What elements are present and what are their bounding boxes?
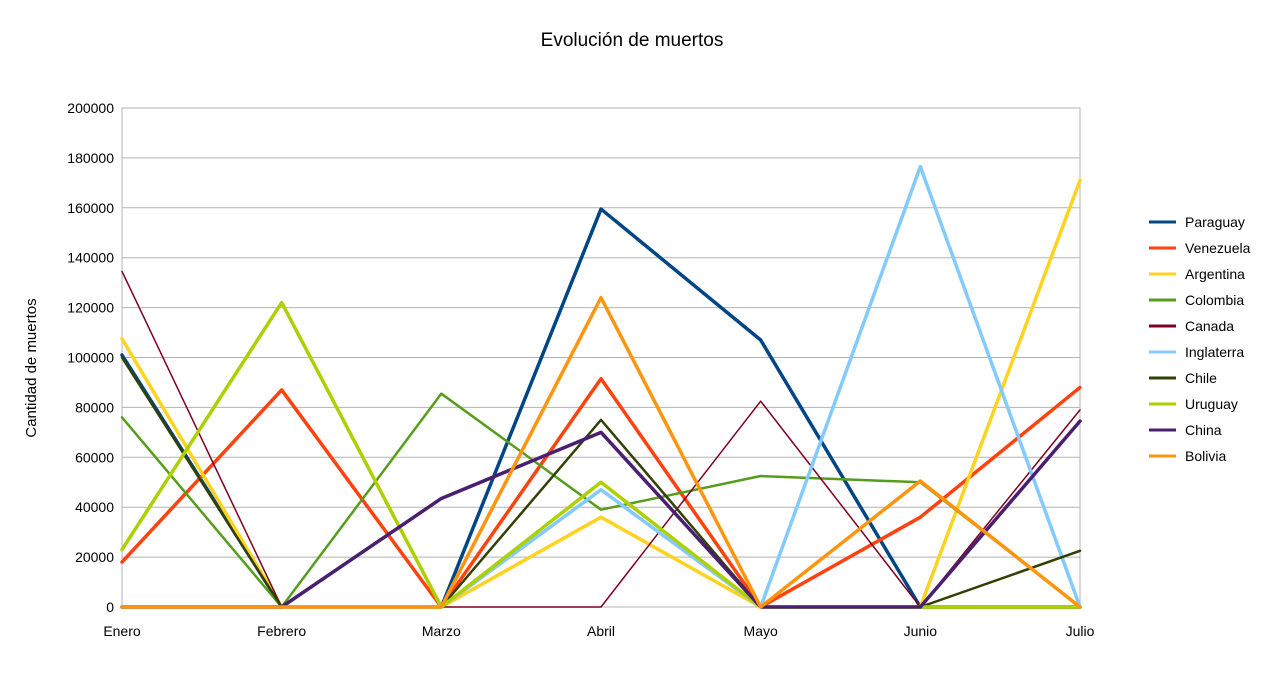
x-tick-label: Enero [103,623,141,639]
series-line-bolivia [120,295,1082,609]
legend-label: Canada [1185,318,1234,334]
y-tick-labels: 0 20000 40000 60000 80000 100000 120000 140000 1… [67,100,114,615]
legend-label: Venezuela [1185,240,1251,256]
y-tick-label: 60000 [75,449,114,465]
x-tick-labels: Enero Febrero Marzo Abril Mayo Junio Julio [103,623,1094,639]
y-axis-label: Cantidad de muertos [23,298,40,437]
y-tick-label: 160000 [67,200,114,216]
legend-label: Paraguay [1185,214,1245,230]
legend-label: Inglaterra [1185,344,1244,360]
y-tick-label: 140000 [67,250,114,266]
x-tick-label: Abril [587,623,615,639]
y-tick-label: 180000 [67,150,114,166]
y-tick-label: 120000 [67,300,114,316]
series-line-venezuela [120,376,1082,609]
y-tick-label: 200000 [67,100,114,116]
y-tick-label: 20000 [75,549,114,565]
legend-label: Argentina [1185,266,1245,282]
series-line-inglaterra [120,164,1082,609]
series-lines [120,164,1082,609]
gridlines [121,107,1081,608]
legend-label: Uruguay [1185,396,1238,412]
legend-label: Bolivia [1185,448,1226,464]
legend-label: China [1185,422,1222,438]
y-tick-label: 0 [106,599,114,615]
legend-label: Colombia [1185,292,1244,308]
x-tick-label: Febrero [257,623,306,639]
x-tick-label: Junio [904,623,938,639]
legend-label: Chile [1185,370,1217,386]
series-line-argentina [120,178,1082,609]
y-tick-label: 40000 [75,499,114,515]
chart-title: Evolución de muertos [541,30,724,51]
y-tick-label: 80000 [75,399,114,415]
x-tick-label: Julio [1066,623,1095,639]
x-tick-label: Mayo [744,623,778,639]
legend: Paraguay Venezuela Argentina Colombia Canada… [1149,214,1251,464]
x-tick-label: Marzo [422,623,461,639]
y-tick-label: 100000 [67,350,114,366]
